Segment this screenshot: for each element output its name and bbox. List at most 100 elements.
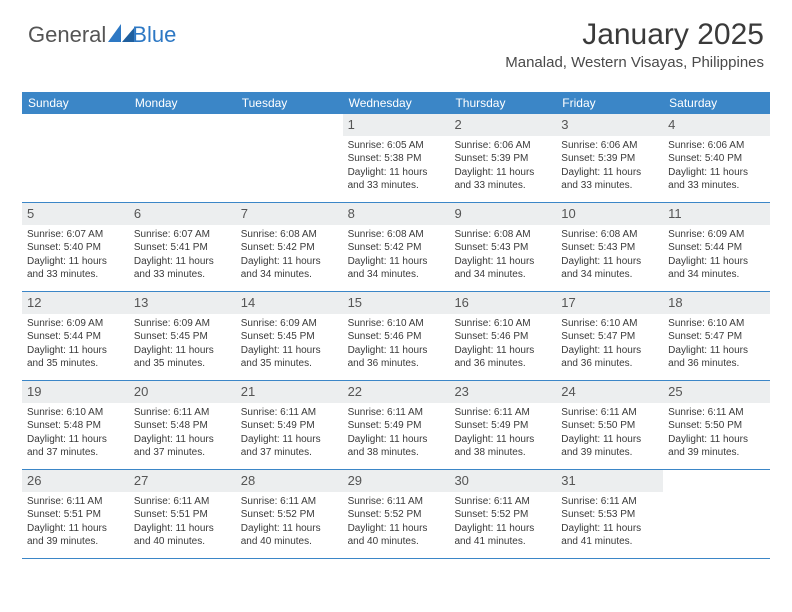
sunset-text: Sunset: 5:46 PM: [454, 330, 551, 344]
sunrise-text: Sunrise: 6:05 AM: [348, 139, 445, 153]
sunrise-text: Sunrise: 6:11 AM: [27, 495, 124, 509]
daylight-text: Daylight: 11 hours and 40 minutes.: [348, 522, 445, 549]
day-number: 17: [556, 292, 663, 314]
calendar-day-cell: 24Sunrise: 6:11 AMSunset: 5:50 PMDayligh…: [556, 381, 663, 469]
brand-logo: General Blue: [28, 22, 176, 48]
calendar-day-cell: 6Sunrise: 6:07 AMSunset: 5:41 PMDaylight…: [129, 203, 236, 291]
calendar-day-cell: 31Sunrise: 6:11 AMSunset: 5:53 PMDayligh…: [556, 470, 663, 558]
daylight-text: Daylight: 11 hours and 36 minutes.: [561, 344, 658, 371]
sunrise-text: Sunrise: 6:09 AM: [134, 317, 231, 331]
weekday-header: Saturday: [663, 92, 770, 114]
sunset-text: Sunset: 5:39 PM: [561, 152, 658, 166]
calendar-day-cell: 4Sunrise: 6:06 AMSunset: 5:40 PMDaylight…: [663, 114, 770, 202]
calendar-day-cell: 15Sunrise: 6:10 AMSunset: 5:46 PMDayligh…: [343, 292, 450, 380]
sunset-text: Sunset: 5:40 PM: [668, 152, 765, 166]
day-number: 5: [22, 203, 129, 225]
calendar-day-cell: [236, 114, 343, 202]
day-number: 20: [129, 381, 236, 403]
sunrise-text: Sunrise: 6:11 AM: [348, 406, 445, 420]
sunset-text: Sunset: 5:43 PM: [454, 241, 551, 255]
sunset-text: Sunset: 5:53 PM: [561, 508, 658, 522]
calendar-day-cell: [663, 470, 770, 558]
calendar-day-cell: 22Sunrise: 6:11 AMSunset: 5:49 PMDayligh…: [343, 381, 450, 469]
day-number: 1: [343, 114, 450, 136]
day-number: 22: [343, 381, 450, 403]
calendar-day-cell: 13Sunrise: 6:09 AMSunset: 5:45 PMDayligh…: [129, 292, 236, 380]
calendar-day-cell: 27Sunrise: 6:11 AMSunset: 5:51 PMDayligh…: [129, 470, 236, 558]
page-title: January 2025: [505, 18, 764, 52]
sunrise-text: Sunrise: 6:07 AM: [27, 228, 124, 242]
sunset-text: Sunset: 5:47 PM: [561, 330, 658, 344]
day-number: 30: [449, 470, 556, 492]
calendar-day-cell: 3Sunrise: 6:06 AMSunset: 5:39 PMDaylight…: [556, 114, 663, 202]
sunset-text: Sunset: 5:50 PM: [668, 419, 765, 433]
day-number: 6: [129, 203, 236, 225]
calendar-week-row: 5 Sunrise: 6:07 AMSunset: 5:40 PM Daylight…: [22, 203, 770, 292]
calendar-day-cell: 16Sunrise: 6:10 AMSunset: 5:46 PMDayligh…: [449, 292, 556, 380]
calendar-day-cell: 25Sunrise: 6:11 AMSunset: 5:50 PMDayligh…: [663, 381, 770, 469]
calendar-day-cell: 29 Sunrise: 6:11 AMSunset: 5:52 PMDayligh…: [343, 470, 450, 558]
brand-text-2: Blue: [132, 22, 176, 48]
sunrise-text: Sunrise: 6:11 AM: [241, 495, 338, 509]
sunset-text: Sunset: 5:51 PM: [134, 508, 231, 522]
daylight-text: Daylight: 11 hours and 38 minutes.: [454, 433, 551, 460]
sunrise-text: Sunrise: 6:08 AM: [241, 228, 338, 242]
calendar-day-cell: 8Sunrise: 6:08 AMSunset: 5:42 PMDaylight…: [343, 203, 450, 291]
calendar-day-cell: 1 Sunrise: 6:05 AMSunset: 5:38 PMDaylight…: [343, 114, 450, 202]
sunrise-text: Sunrise: 6:06 AM: [561, 139, 658, 153]
daylight-text: Daylight: 11 hours and 39 minutes.: [27, 522, 124, 549]
sunrise-text: Sunrise: 6:10 AM: [668, 317, 765, 331]
day-number: 24: [556, 381, 663, 403]
daylight-text: Daylight: 11 hours and 33 minutes.: [561, 166, 658, 193]
calendar-day-cell: [129, 114, 236, 202]
sunset-text: Sunset: 5:44 PM: [668, 241, 765, 255]
daylight-text: Daylight: 11 hours and 33 minutes.: [134, 255, 231, 282]
daylight-text: Daylight: 11 hours and 36 minutes.: [348, 344, 445, 371]
day-number: 29: [343, 470, 450, 492]
weekday-header: Tuesday: [236, 92, 343, 114]
sunset-text: Sunset: 5:50 PM: [561, 419, 658, 433]
weekday-header: Monday: [129, 92, 236, 114]
sunset-text: Sunset: 5:49 PM: [454, 419, 551, 433]
day-number: 25: [663, 381, 770, 403]
day-number: 15: [343, 292, 450, 314]
sunrise-text: Sunrise: 6:09 AM: [241, 317, 338, 331]
calendar-day-cell: 12Sunrise: 6:09 AMSunset: 5:44 PMDayligh…: [22, 292, 129, 380]
sunrise-text: Sunrise: 6:11 AM: [668, 406, 765, 420]
brand-text-1: General: [28, 22, 106, 48]
calendar-day-cell: 5Sunrise: 6:07 AMSunset: 5:40 PMDaylight…: [22, 203, 129, 291]
day-number: 27: [129, 470, 236, 492]
sunrise-text: Sunrise: 6:11 AM: [241, 406, 338, 420]
day-number: [236, 114, 343, 118]
calendar-day-cell: 19Sunrise: 6:10 AMSunset: 5:48 PMDayligh…: [22, 381, 129, 469]
sunrise-text: Sunrise: 6:11 AM: [134, 495, 231, 509]
day-number: [129, 114, 236, 118]
calendar-day-cell: 28Sunrise: 6:11 AMSunset: 5:52 PMDayligh…: [236, 470, 343, 558]
daylight-text: Daylight: 11 hours and 37 minutes.: [241, 433, 338, 460]
sunrise-text: Sunrise: 6:11 AM: [561, 495, 658, 509]
sunset-text: Sunset: 5:40 PM: [27, 241, 124, 255]
daylight-text: Daylight: 11 hours and 33 minutes.: [348, 166, 445, 193]
sunrise-text: Sunrise: 6:08 AM: [348, 228, 445, 242]
sunset-text: Sunset: 5:46 PM: [348, 330, 445, 344]
sunset-text: Sunset: 5:52 PM: [241, 508, 338, 522]
daylight-text: Daylight: 11 hours and 36 minutes.: [454, 344, 551, 371]
sunset-text: Sunset: 5:45 PM: [241, 330, 338, 344]
daylight-text: Daylight: 11 hours and 34 minutes.: [561, 255, 658, 282]
daylight-text: Daylight: 11 hours and 35 minutes.: [27, 344, 124, 371]
sunset-text: Sunset: 5:41 PM: [134, 241, 231, 255]
sunset-text: Sunset: 5:52 PM: [348, 508, 445, 522]
sunrise-text: Sunrise: 6:11 AM: [561, 406, 658, 420]
sunset-text: Sunset: 5:39 PM: [454, 152, 551, 166]
day-number: 21: [236, 381, 343, 403]
sunset-text: Sunset: 5:49 PM: [241, 419, 338, 433]
sunset-text: Sunset: 5:38 PM: [348, 152, 445, 166]
day-number: 10: [556, 203, 663, 225]
sunrise-text: Sunrise: 6:11 AM: [348, 495, 445, 509]
weekday-header-row: Sunday Monday Tuesday Wednesday Thursday…: [22, 92, 770, 114]
day-number: 4: [663, 114, 770, 136]
day-number: 28: [236, 470, 343, 492]
calendar-day-cell: 26Sunrise: 6:11 AMSunset: 5:51 PMDayligh…: [22, 470, 129, 558]
weekday-header: Sunday: [22, 92, 129, 114]
sunset-text: Sunset: 5:48 PM: [27, 419, 124, 433]
